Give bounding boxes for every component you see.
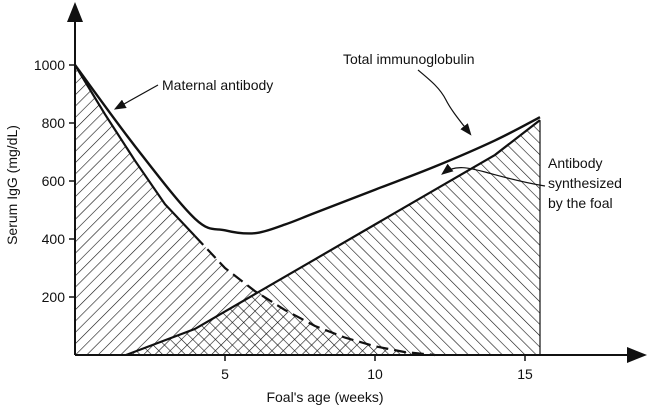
y-tick-label: 800	[42, 115, 66, 131]
maternal-antibody-line	[74, 64, 196, 237]
y-tick-label: 400	[42, 231, 66, 247]
foal-antibody-line	[125, 119, 541, 357]
x-tick-label: 15	[517, 366, 533, 382]
annotation-foal-line: Antibody	[548, 155, 602, 171]
y-tick-label: 600	[42, 173, 66, 189]
maternal-antibody-area	[75, 65, 435, 355]
annotation-maternal-arrow	[113, 84, 159, 110]
x-tick-label: 5	[221, 366, 229, 382]
foal-antibody-area	[126, 120, 540, 355]
y-tick-label: 1000	[34, 57, 65, 73]
annotation-total-immunoglobulin: Total immunoglobulin	[343, 51, 475, 67]
y-axis-label: Serum IgG (mg/dL)	[4, 125, 20, 245]
annotation-foal-arrow	[441, 163, 546, 187]
x-tick-label: 10	[367, 366, 383, 382]
annotation-maternal-antibody: Maternal antibody	[162, 77, 273, 93]
annotation-foal-line: by the foal	[548, 195, 613, 211]
maternal-antibody-line-dashed	[194, 235, 436, 357]
annotation-foal-antibody: Antibody synthesized by the foal	[548, 155, 622, 211]
y-tick-label: 200	[42, 289, 66, 305]
x-axis-label: Foal's age (weeks)	[266, 389, 383, 405]
annotation-foal-line: synthesized	[548, 175, 622, 191]
annotation-total-arrow	[417, 69, 472, 136]
total-immunoglobulin-line	[74, 64, 541, 235]
